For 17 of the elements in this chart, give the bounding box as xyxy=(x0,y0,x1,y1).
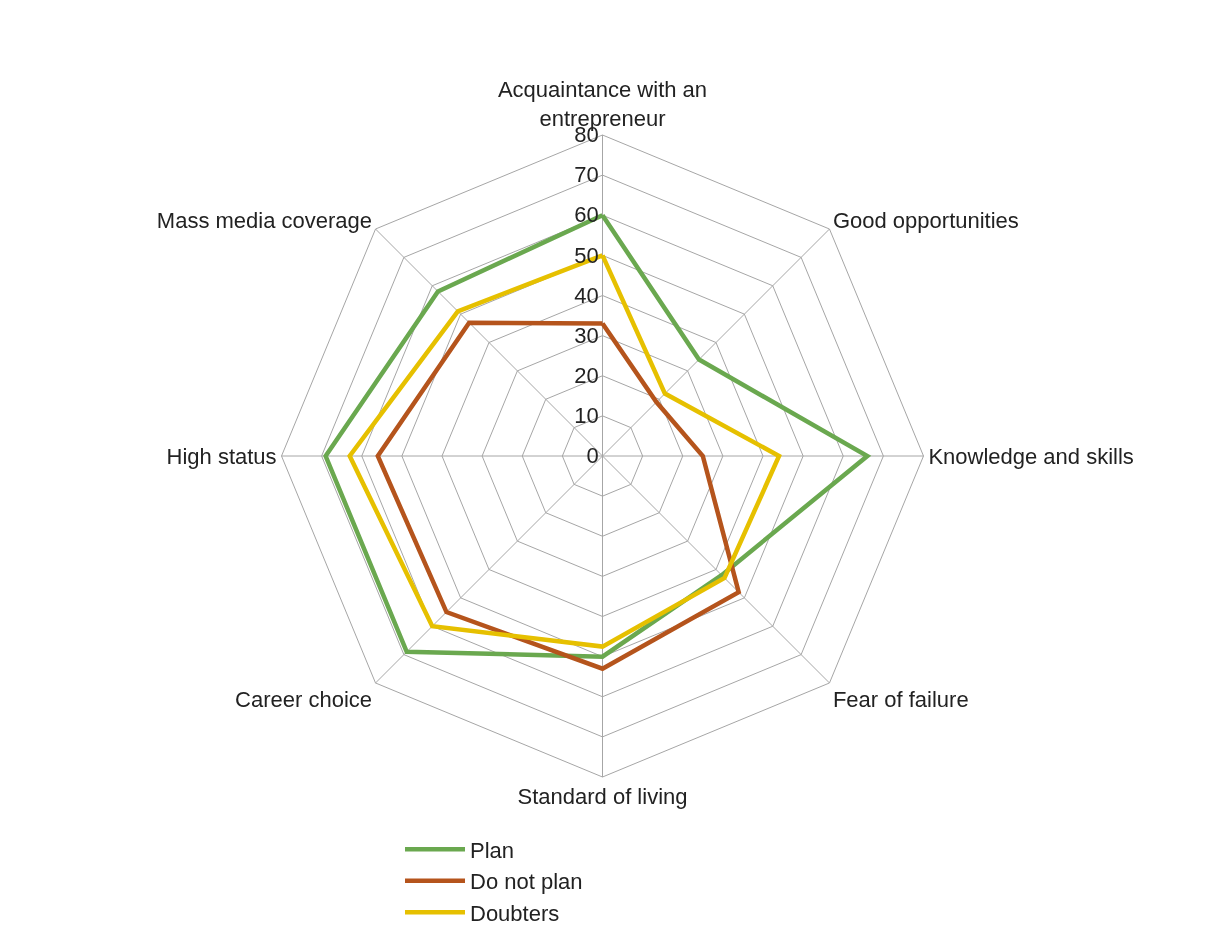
y-tick-label: 0 xyxy=(586,443,599,469)
y-tick-label: 70 xyxy=(574,162,599,188)
legend-label: Do not plan xyxy=(470,869,583,895)
y-tick-label: 20 xyxy=(574,362,599,388)
spoke-label: Mass media coverage xyxy=(156,207,373,233)
y-tick-label: 30 xyxy=(574,322,599,348)
spoke-label: Good opportunities xyxy=(832,207,1019,233)
spoke-label: Standard of living xyxy=(517,783,688,809)
y-tick-label: 40 xyxy=(574,282,599,308)
spoke-label: Career choice xyxy=(235,687,373,713)
spoke-label: High status xyxy=(166,443,277,469)
legend-label: Doubters xyxy=(470,900,560,926)
spoke-label: Knowledge and skills xyxy=(928,443,1134,469)
y-tick-label: 60 xyxy=(574,202,599,228)
y-tick-label: 10 xyxy=(574,403,599,429)
legend-label: Plan xyxy=(470,837,515,863)
spoke-label: Fear of failure xyxy=(832,687,969,713)
